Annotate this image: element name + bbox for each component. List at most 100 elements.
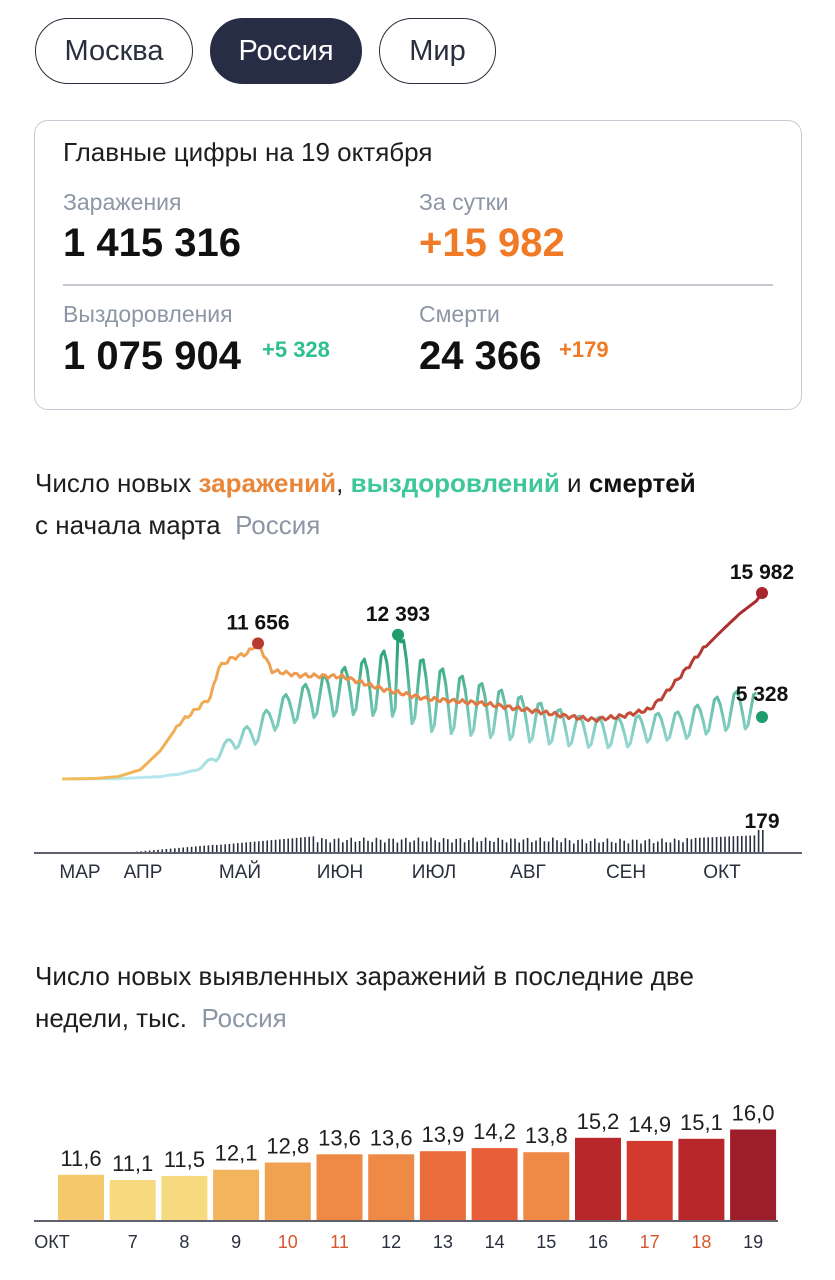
deaths-bar xyxy=(602,842,604,852)
deaths-bar xyxy=(749,835,751,852)
deaths-bar xyxy=(665,842,667,852)
tab-world[interactable]: Мир xyxy=(379,18,496,84)
bar-category-label: ОКТ xyxy=(34,1232,69,1252)
deaths-bar xyxy=(552,837,554,852)
bar-value-label: 14,9 xyxy=(628,1112,671,1137)
deaths-bar xyxy=(745,835,747,852)
deaths-bar xyxy=(266,840,268,852)
deaths-bar xyxy=(321,838,323,852)
bar xyxy=(419,1151,466,1220)
deaths-bar xyxy=(182,847,184,852)
last-deaths-label: 179 xyxy=(744,810,779,833)
bar xyxy=(730,1129,777,1220)
deaths-bar xyxy=(497,837,499,852)
bar-category-label: 16 xyxy=(588,1232,608,1252)
deaths-bar xyxy=(736,836,739,852)
deaths-bar xyxy=(300,837,302,852)
deaths-bar xyxy=(564,838,567,852)
deaths-bar xyxy=(526,837,529,852)
deaths-bar xyxy=(560,842,562,852)
deaths-bar xyxy=(316,842,319,852)
bar xyxy=(264,1162,311,1220)
deaths-bar xyxy=(405,837,407,852)
heading-line2: с начала марта xyxy=(35,510,221,540)
bar-value-label: 13,9 xyxy=(421,1122,464,1147)
bar xyxy=(678,1138,725,1220)
bar xyxy=(523,1152,570,1220)
deaths-bar xyxy=(144,850,147,852)
deaths-bar xyxy=(690,839,693,852)
deaths-bar xyxy=(148,850,151,852)
deaths-bar xyxy=(270,840,273,852)
bar-value-label: 15,1 xyxy=(680,1110,723,1135)
bar xyxy=(161,1175,208,1220)
cases-line-chart: МАР АПР МАЙ ИЮН ИЮЛ АВГ СЕН ОКТ 11 656 12 393 15 9… xyxy=(34,561,802,883)
deaths-bar xyxy=(707,837,709,852)
deaths-bar xyxy=(627,843,630,852)
deaths-bar xyxy=(686,838,688,852)
deaths-bar xyxy=(153,850,155,852)
deaths-bar xyxy=(657,841,659,852)
deaths-bar xyxy=(409,842,411,852)
bar-category-label: 13 xyxy=(433,1232,453,1252)
x-tick-label: АПР xyxy=(124,862,163,883)
bar-value-label: 12,1 xyxy=(215,1141,258,1166)
deaths-bar xyxy=(400,839,403,852)
deaths-bar xyxy=(652,843,655,852)
last-recoveries-dot xyxy=(756,710,768,723)
x-tick-label: ИЮН xyxy=(317,862,364,883)
deaths-bar xyxy=(682,842,684,852)
bar-value-label: 13,6 xyxy=(370,1125,413,1150)
bar-category-label: 15 xyxy=(536,1232,556,1252)
deaths-bar xyxy=(358,841,361,852)
deaths-bar xyxy=(505,842,508,852)
heading-text: Число новых xyxy=(35,468,199,498)
deaths-bar xyxy=(606,838,609,852)
bar xyxy=(316,1154,363,1221)
tab-moscow[interactable]: Москва xyxy=(35,18,193,84)
heading-comma: , xyxy=(336,468,351,498)
x-tick-label: АВГ xyxy=(510,862,546,883)
deaths-bar xyxy=(140,851,142,853)
x-tick-label: ОКТ xyxy=(703,862,741,883)
deaths-bar xyxy=(367,840,369,852)
deaths-bar xyxy=(283,839,285,852)
deaths-bar xyxy=(694,837,697,852)
deaths-bar xyxy=(342,842,344,852)
heading-and: и xyxy=(559,468,589,498)
bar-value-label: 16,0 xyxy=(732,1101,775,1126)
deaths-bar xyxy=(556,840,558,852)
bar xyxy=(575,1137,621,1220)
deaths-bar xyxy=(245,842,247,852)
deaths-bar xyxy=(384,842,386,852)
recoveries-value: 1 075 904 xyxy=(63,334,241,378)
peak-recoveries-dot xyxy=(392,628,404,641)
deaths-bar xyxy=(161,849,163,852)
deaths-bar xyxy=(333,838,336,852)
deaths-bar xyxy=(636,839,638,852)
deaths-label: Смерти xyxy=(419,301,500,327)
deaths-bar xyxy=(312,836,315,852)
recoveries-line xyxy=(62,633,758,781)
deaths-bar xyxy=(375,837,378,852)
deaths-bar xyxy=(539,837,541,852)
deaths-bar xyxy=(237,843,239,852)
deaths-bar xyxy=(430,837,432,852)
deaths-bar xyxy=(169,848,172,852)
deaths-bar xyxy=(258,841,260,853)
card-divider xyxy=(63,284,773,286)
daily-value: +15 982 xyxy=(419,221,565,265)
deaths-bar xyxy=(337,838,340,852)
tab-russia[interactable]: Россия xyxy=(210,18,362,84)
deaths-bar xyxy=(195,846,197,852)
bar xyxy=(368,1154,415,1221)
deaths-bar xyxy=(421,841,424,852)
deaths-bar xyxy=(451,842,453,852)
bar-category-label: 18 xyxy=(691,1232,711,1252)
deaths-bar xyxy=(699,837,701,852)
bar xyxy=(213,1169,260,1220)
deaths-bar xyxy=(568,840,571,852)
bar-value-label: 12,8 xyxy=(266,1134,309,1159)
deaths-bar xyxy=(438,842,441,852)
deaths-bar xyxy=(669,842,672,852)
